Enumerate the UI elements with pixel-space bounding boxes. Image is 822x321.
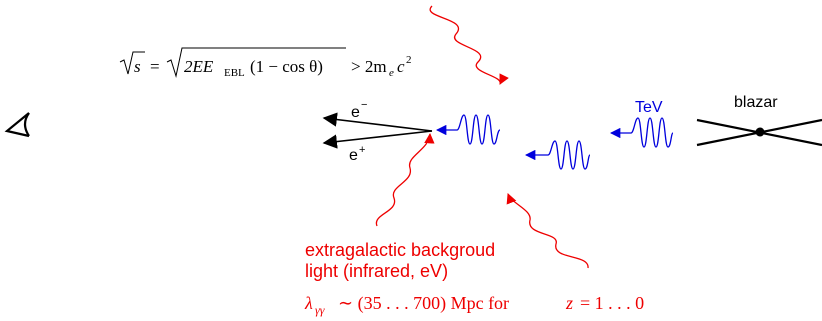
formula-2ee: 2EE [184,57,214,76]
positron-arrow [322,130,433,149]
mfp-lambda-sub: γγ [315,303,325,317]
formula-ebl-subscript: EBL [224,67,245,79]
gamma-photon-midflight [524,140,591,170]
formula-e-subscript: e [389,67,394,79]
formula-rhs: > 2m [351,57,387,76]
eye-icon [4,112,30,138]
ebl-photon-bottom [506,193,589,269]
electron-sup: − [361,99,367,111]
formula-s: s [134,57,141,76]
mean-free-path-formula: λ γγ ∼ (35 . . . 700) Mpc for z = 1 . . … [304,293,644,317]
formula-power: 2 [406,54,412,66]
formula-equals: = [150,57,160,76]
mfp-range-text: ∼ (35 . . . 700) Mpc for [338,293,509,314]
ebl-photon-top [429,5,509,85]
positron-label: e [349,147,358,164]
ebl-photon-interacting [375,132,435,227]
positron-sup: + [359,144,365,156]
gamma-photon-interacting [435,114,501,145]
electron-label: e [351,104,360,121]
sqrt-sign-small [119,51,145,75]
formula-cos-term: (1 − cos θ) [250,57,323,76]
blazar-jet-icon: blazar [696,94,822,147]
blazar-label: blazar [734,94,778,111]
tev-gamma-photon: TeV [609,99,674,148]
ebl-label-line1: extragalactic backgroud [305,240,495,260]
electron-arrow [322,112,433,132]
electron-positron-pair: e − e + [322,99,433,164]
tev-label: TeV [635,99,663,116]
mfp-lambda: λ [304,293,313,313]
mfp-z-range: = 1 . . . 0 [580,293,644,313]
ebl-label-line2: light (infrared, eV) [305,261,448,281]
mfp-z: z [565,293,573,313]
formula-c: c [397,57,405,76]
sqrt-sign-large [166,47,346,78]
threshold-formula: s = 2EE EBL (1 − cos θ) > 2m e c 2 [119,47,412,79]
